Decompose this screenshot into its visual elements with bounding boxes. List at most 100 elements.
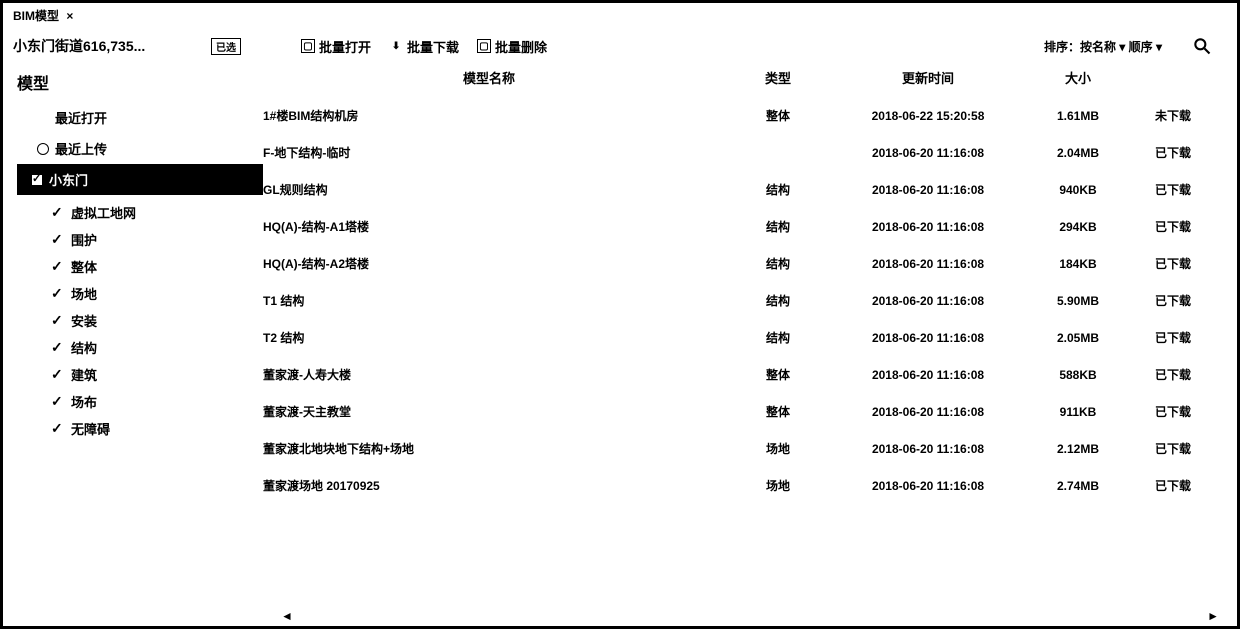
cell-name: 董家渡-人寿大楼 xyxy=(263,366,723,383)
table-row[interactable]: 董家渡-天主教堂整体2018-06-20 11:16:08911KB已下载 xyxy=(263,393,1227,430)
cell-name: 董家渡北地块地下结构+场地 xyxy=(263,440,723,457)
cell-date: 2018-06-20 11:16:08 xyxy=(833,257,1023,271)
table-row[interactable]: T1 结构结构2018-06-20 11:16:085.90MB已下载 xyxy=(263,282,1227,319)
cell-date: 2018-06-20 11:16:08 xyxy=(833,331,1023,345)
cell-status[interactable]: 未下载 xyxy=(1133,107,1213,124)
cell-name: 1#楼BIM结构机房 xyxy=(263,107,723,124)
sub-item[interactable]: ✓结构 xyxy=(51,334,263,361)
sidebar-sublist: ✓虚拟工地网 ✓围护 ✓整体 ✓场地 ✓安装 ✓结构 ✓建筑 ✓场布 ✓无障碍 xyxy=(51,199,263,442)
sidebar-item-recent-open[interactable]: 最近打开 xyxy=(17,102,263,133)
cell-name: HQ(A)-结构-A1塔楼 xyxy=(263,218,723,235)
cell-name: F-地下结构-临时 xyxy=(263,144,723,161)
cell-size: 2.05MB xyxy=(1023,331,1133,345)
batch-open-button[interactable]: ▢ 批量打开 xyxy=(301,37,371,56)
table-row[interactable]: 董家渡北地块地下结构+场地场地2018-06-20 11:16:082.12MB… xyxy=(263,430,1227,467)
open-label: 批量打开 xyxy=(319,37,371,56)
cell-size: 184KB xyxy=(1023,257,1133,271)
cell-size: 2.12MB xyxy=(1023,442,1133,456)
search-icon[interactable] xyxy=(1192,36,1212,56)
cell-type: 场地 xyxy=(723,440,833,457)
cell-date: 2018-06-20 11:16:08 xyxy=(833,405,1023,419)
cell-size: 911KB xyxy=(1023,405,1133,419)
cell-size: 940KB xyxy=(1023,183,1133,197)
cell-date: 2018-06-20 11:16:08 xyxy=(833,368,1023,382)
cell-status[interactable]: 已下载 xyxy=(1133,144,1213,161)
sub-item[interactable]: ✓建筑 xyxy=(51,361,263,388)
sidebar-item-label: 最近打开 xyxy=(55,108,107,127)
sub-item[interactable]: ✓场布 xyxy=(51,388,263,415)
sidebar-item-xiaodongmen[interactable]: 小东门 xyxy=(17,164,263,195)
cell-size: 2.74MB xyxy=(1023,479,1133,493)
table-row[interactable]: 董家渡场地 20170925场地2018-06-20 11:16:082.74M… xyxy=(263,467,1227,504)
sidebar-item-label: 最近上传 xyxy=(55,139,107,158)
delete-label: 批量删除 xyxy=(495,37,547,56)
sub-label: 围护 xyxy=(71,230,97,249)
cell-name: GL规则结构 xyxy=(263,181,723,198)
sub-label: 建筑 xyxy=(71,365,97,384)
check-icon: ✓ xyxy=(51,393,65,410)
table-row[interactable]: T2 结构结构2018-06-20 11:16:082.05MB已下载 xyxy=(263,319,1227,356)
active-tab[interactable]: BIM模型 × xyxy=(13,7,73,24)
table-row[interactable]: HQ(A)-结构-A2塔楼结构2018-06-20 11:16:08184KB已… xyxy=(263,245,1227,282)
cell-status[interactable]: 已下载 xyxy=(1133,292,1213,309)
col-type[interactable]: 类型 xyxy=(723,68,833,87)
cell-type: 结构 xyxy=(723,255,833,272)
sub-item[interactable]: ✓ 安装 xyxy=(51,307,263,334)
breadcrumb-path[interactable]: 小东门街道616,735... xyxy=(13,36,203,56)
cell-size: 2.04MB xyxy=(1023,146,1133,160)
close-icon[interactable]: × xyxy=(66,9,73,23)
scroll-left-icon[interactable]: ◄ xyxy=(281,609,293,623)
sub-label: 安装 xyxy=(71,311,97,330)
sub-label: 无障碍 xyxy=(71,419,110,438)
sidebar-title: 模型 xyxy=(17,70,263,94)
table-row[interactable]: 1#楼BIM结构机房整体2018-06-22 15:20:581.61MB未下载 xyxy=(263,97,1227,134)
cell-type: 结构 xyxy=(723,329,833,346)
sidebar-item-recent-upload[interactable]: 最近上传 xyxy=(17,133,263,164)
cell-status[interactable]: 已下载 xyxy=(1133,329,1213,346)
cell-status[interactable]: 已下载 xyxy=(1133,440,1213,457)
table-header: 模型名称 类型 更新时间 大小 xyxy=(263,64,1227,97)
check-icon: ✓ xyxy=(51,420,65,437)
cell-status[interactable]: 已下载 xyxy=(1133,477,1213,494)
cell-date: 2018-06-20 11:16:08 xyxy=(833,479,1023,493)
table-row[interactable]: HQ(A)-结构-A1塔楼结构2018-06-20 11:16:08294KB已… xyxy=(263,208,1227,245)
col-modelname[interactable]: 模型名称 xyxy=(463,68,723,87)
cell-date: 2018-06-20 11:16:08 xyxy=(833,442,1023,456)
cell-date: 2018-06-20 11:16:08 xyxy=(833,294,1023,308)
sub-item[interactable]: ✓ 场地 xyxy=(51,280,263,307)
scroll-right-icon[interactable]: ► xyxy=(1207,609,1219,623)
table-row[interactable]: 董家渡-人寿大楼整体2018-06-20 11:16:08588KB已下载 xyxy=(263,356,1227,393)
sub-item[interactable]: ✓虚拟工地网 xyxy=(51,199,263,226)
cell-status[interactable]: 已下载 xyxy=(1133,218,1213,235)
col-date[interactable]: 更新时间 xyxy=(833,68,1023,87)
cell-status[interactable]: 已下载 xyxy=(1133,403,1213,420)
cell-date: 2018-06-20 11:16:08 xyxy=(833,220,1023,234)
delete-icon: ▢ xyxy=(477,39,491,53)
cell-status[interactable]: 已下载 xyxy=(1133,255,1213,272)
cell-size: 5.90MB xyxy=(1023,294,1133,308)
open-icon: ▢ xyxy=(301,39,315,53)
check-icon: ✓ xyxy=(51,312,65,329)
batch-delete-button[interactable]: ▢ 批量删除 xyxy=(477,37,547,56)
sub-item[interactable]: ✓整体 xyxy=(51,253,263,280)
sidebar-item-label: 小东门 xyxy=(49,170,88,189)
selection-badge: 已选 xyxy=(211,38,241,55)
cell-type: 结构 xyxy=(723,292,833,309)
sort-control[interactable]: 排序：按名称 ▾ 顺序 ▾ xyxy=(1044,38,1162,55)
download-label: 批量下载 xyxy=(407,37,459,56)
sub-item[interactable]: ✓ 无障碍 xyxy=(51,415,263,442)
cell-name: 董家渡场地 20170925 xyxy=(263,477,723,494)
cell-size: 1.61MB xyxy=(1023,109,1133,123)
cell-status[interactable]: 已下载 xyxy=(1133,181,1213,198)
sub-label: 场地 xyxy=(71,284,97,303)
cell-name: T1 结构 xyxy=(263,292,723,309)
table-row[interactable]: F-地下结构-临时2018-06-20 11:16:082.04MB已下载 xyxy=(263,134,1227,171)
cell-type: 结构 xyxy=(723,218,833,235)
check-icon: ✓ xyxy=(51,204,65,221)
check-icon: ✓ xyxy=(51,285,65,302)
col-size[interactable]: 大小 xyxy=(1023,68,1133,87)
table-row[interactable]: GL规则结构结构2018-06-20 11:16:08940KB已下载 xyxy=(263,171,1227,208)
sub-item[interactable]: ✓围护 xyxy=(51,226,263,253)
cell-status[interactable]: 已下载 xyxy=(1133,366,1213,383)
batch-download-button[interactable]: ⬇ 批量下载 xyxy=(389,37,459,56)
